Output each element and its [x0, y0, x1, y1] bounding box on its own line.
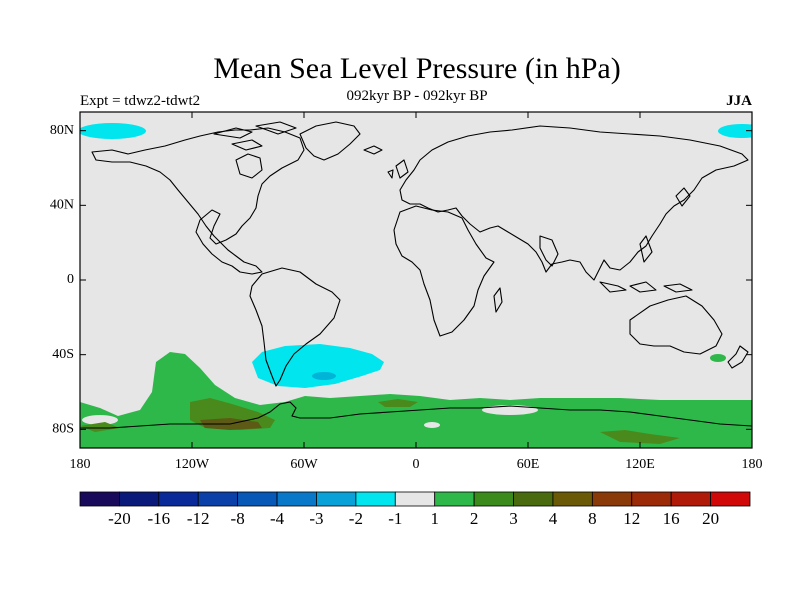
coastline-british-isles — [387, 159, 409, 179]
lon-tick-label: 180 — [70, 457, 91, 472]
colorbar-swatch — [394, 491, 436, 507]
colorbar-swatch — [355, 491, 396, 507]
coastlines — [80, 121, 752, 429]
neutral-gap — [82, 415, 118, 425]
colorbar-label: -16 — [147, 509, 170, 528]
colorbar-swatch — [670, 491, 711, 507]
cyan-anomaly-arctic-east — [718, 124, 752, 138]
lat-tick-label: 0 — [67, 272, 74, 287]
olive-anomaly — [80, 422, 120, 432]
cyan-anomaly-arctic-west — [80, 123, 146, 139]
cyan-anomaly-south-atlantic — [252, 344, 384, 388]
coastline-arctic-islands — [213, 121, 297, 151]
coastline-madagascar — [493, 287, 503, 313]
colorbar-swatch — [591, 491, 633, 507]
lat-tick-label: 40S — [52, 347, 74, 362]
colorbar-label: -3 — [309, 509, 323, 528]
olive-anomaly — [378, 399, 418, 407]
lon-tick-label: 120W — [175, 457, 210, 472]
coastline-indonesia — [599, 235, 693, 293]
colorbar-swatch — [513, 491, 554, 507]
colorbar-label: -4 — [270, 509, 285, 528]
map-plot-area — [80, 112, 752, 448]
colorbar-swatch — [316, 491, 357, 507]
colorbar-swatch — [552, 491, 593, 507]
coastline-north-america — [91, 127, 305, 275]
colorbar-label: 16 — [663, 509, 680, 528]
blue-anomaly-core — [312, 372, 336, 380]
lon-tick-label: 60E — [517, 457, 540, 472]
coastline-hudson-bay — [235, 153, 263, 179]
colorbar-swatch — [631, 491, 672, 507]
colorbar-swatch — [710, 491, 751, 507]
coastline-australia — [629, 295, 723, 355]
lat-tick-label: 80S — [52, 422, 74, 437]
coastline-japan — [675, 187, 691, 207]
latitude-axis: 80N 40N 0 40S 80S — [50, 123, 752, 437]
coastline-iceland — [363, 145, 383, 155]
lon-tick-label: 120E — [625, 457, 655, 472]
neutral-gap — [424, 422, 440, 428]
coastline-africa — [393, 205, 495, 337]
colorbar: -20 -16 -12 -8 -4 -3 -2 -1 1 2 3 4 8 12 16 20 — [79, 491, 751, 528]
map-title: Mean Sea Level Pressure (in hPa) — [213, 52, 621, 85]
colorbar-swatch — [237, 491, 278, 507]
colorbar-swatch — [158, 491, 199, 507]
colorbar-label: 4 — [549, 509, 558, 528]
colorbar-swatch — [434, 491, 475, 507]
longitude-axis: 180 120W 60W 0 60E 120E 180 — [70, 112, 763, 472]
colorbar-label: -8 — [231, 509, 245, 528]
lon-tick-label: 0 — [413, 457, 420, 472]
lat-tick-label: 80N — [50, 123, 74, 138]
colorbar-label: -20 — [108, 509, 131, 528]
lon-tick-label: 180 — [742, 457, 763, 472]
colorbar-label: -2 — [349, 509, 363, 528]
coastline-india — [539, 235, 559, 267]
colorbar-label: 1 — [430, 509, 439, 528]
season-label: JJA — [726, 93, 752, 109]
coastline-antarctica — [80, 401, 752, 429]
experiment-label: Expt = tdwz2-tdwt2 — [80, 93, 201, 109]
neutral-gap — [482, 405, 538, 415]
coastline-eurasia — [399, 125, 749, 281]
green-anomaly-nz — [710, 354, 726, 362]
lon-tick-label: 60W — [290, 457, 318, 472]
colorbar-label: -1 — [388, 509, 402, 528]
lat-tick-label: 40N — [50, 198, 74, 213]
colorbar-swatch — [473, 491, 514, 507]
coastline-south-america — [249, 267, 341, 387]
colorbar-swatch — [276, 491, 317, 507]
coastline-new-zealand — [727, 345, 749, 369]
colorbar-label: -12 — [187, 509, 210, 528]
colorbar-label: 20 — [702, 509, 719, 528]
colorbar-swatch — [119, 491, 160, 507]
colorbar-swatch — [79, 491, 120, 507]
olive-anomaly — [600, 430, 680, 444]
coastline-greenland — [299, 121, 361, 161]
period-label: 092kyr BP - 092kyr BP — [346, 88, 488, 104]
colorbar-label: 3 — [509, 509, 518, 528]
colorbar-swatch — [197, 491, 239, 507]
colorbar-label: 2 — [470, 509, 479, 528]
colorbar-label: 12 — [623, 509, 640, 528]
colorbar-label: 8 — [588, 509, 597, 528]
